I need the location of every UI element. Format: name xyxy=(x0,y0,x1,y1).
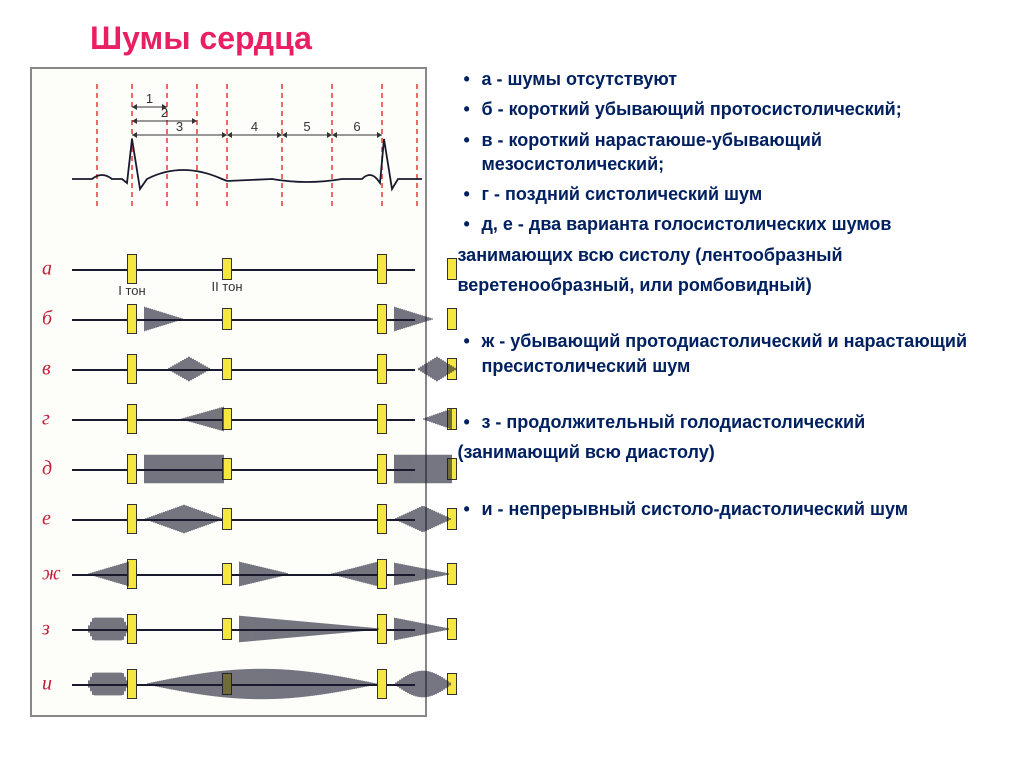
row-baseline xyxy=(72,419,415,421)
tone-marker xyxy=(222,308,232,330)
tone-marker xyxy=(127,404,137,434)
content-container: 123 4 5 6 а I тон II тон б в г д е ж з и а - шумы отсу… xyxy=(30,67,994,717)
tone-marker xyxy=(447,258,457,280)
murmur-shape xyxy=(394,617,452,641)
murmur-shape xyxy=(422,408,452,430)
row-label: е xyxy=(42,508,51,531)
legend-item: веретенообразный, или ромбовидный) xyxy=(457,273,994,297)
murmur-row: и xyxy=(32,659,415,709)
legend-list: а - шумы отсутствуют б - короткий убывающ… xyxy=(457,67,994,521)
svg-text:2: 2 xyxy=(161,105,168,120)
murmur-shape xyxy=(394,670,452,698)
murmur-shape xyxy=(417,356,457,382)
murmur-diagram: 123 4 5 6 а I тон II тон б в г д е ж з и xyxy=(30,67,427,717)
tone-marker xyxy=(127,504,137,534)
murmur-shape xyxy=(167,356,211,382)
murmur-shape xyxy=(87,672,129,696)
row-label: и xyxy=(42,673,52,696)
row-label: г xyxy=(42,408,50,431)
legend-item: ж - убывающий протодиастолический и нара… xyxy=(457,329,994,378)
murmur-shape xyxy=(239,561,291,587)
svg-text:6: 6 xyxy=(353,119,360,134)
tone-marker xyxy=(377,559,387,589)
tone-label: II тон xyxy=(211,279,242,294)
murmur-row: д xyxy=(32,444,415,494)
tone-marker xyxy=(377,304,387,334)
murmur-shape xyxy=(394,562,452,586)
row-baseline xyxy=(72,269,415,271)
legend-item: (занимающий всю диастолу) xyxy=(457,440,994,464)
tone-marker xyxy=(377,454,387,484)
legend-panel: а - шумы отсутствуют б - короткий убывающ… xyxy=(457,67,994,717)
murmur-shape xyxy=(330,561,378,587)
legend-item: г - поздний систолический шум xyxy=(457,182,994,206)
legend-item: з - продолжительный голодиастолический xyxy=(457,410,994,434)
page-title: Шумы сердца xyxy=(90,20,994,57)
murmur-row: е xyxy=(32,494,415,544)
svg-text:5: 5 xyxy=(303,119,310,134)
tone-marker: II тон xyxy=(222,258,232,280)
svg-text:3: 3 xyxy=(176,119,183,134)
murmur-shape xyxy=(394,306,434,332)
tone-marker xyxy=(377,404,387,434)
legend-item: в - короткий нарастаюше-убывающий мезоси… xyxy=(457,128,994,177)
tone-marker xyxy=(447,308,457,330)
legend-spacer xyxy=(457,303,994,323)
tone-marker xyxy=(127,354,137,384)
row-label: а xyxy=(42,258,52,281)
murmur-row: в xyxy=(32,344,415,394)
legend-item: б - короткий убывающий протосистолически… xyxy=(457,97,994,121)
tone-marker xyxy=(377,254,387,284)
row-label: д xyxy=(42,458,52,481)
row-label: б xyxy=(42,308,52,331)
row-label: в xyxy=(42,358,51,381)
tone-marker xyxy=(377,504,387,534)
murmur-row: а I тон II тон xyxy=(32,244,415,294)
legend-item: и - непрерывный систоло-диастолический ш… xyxy=(457,497,994,521)
row-label: ж xyxy=(42,563,61,586)
murmur-row: г xyxy=(32,394,415,444)
legend-spacer xyxy=(457,384,994,404)
tone-marker xyxy=(127,304,137,334)
murmur-shape xyxy=(87,617,129,641)
murmur-shape xyxy=(180,406,224,432)
row-label: з xyxy=(42,618,50,641)
murmur-shape xyxy=(87,561,129,587)
legend-spacer xyxy=(457,471,994,491)
tone-marker xyxy=(222,618,232,640)
row-baseline xyxy=(72,319,415,321)
murmur-row: з xyxy=(32,604,415,654)
legend-item: д, е - два варианта голосистолических шу… xyxy=(457,212,994,236)
ecg-region: 123 4 5 6 xyxy=(72,79,415,209)
row-baseline xyxy=(72,469,415,471)
murmur-row: б xyxy=(32,294,415,344)
murmur-shape xyxy=(144,668,379,700)
murmur-shape xyxy=(144,306,184,332)
tone-marker xyxy=(222,563,232,585)
tone-marker xyxy=(377,354,387,384)
tone-marker xyxy=(127,454,137,484)
murmur-shape xyxy=(394,454,452,484)
murmur-shape xyxy=(239,615,379,643)
legend-item: занимающих всю систолу (лентообразный xyxy=(457,243,994,267)
murmur-shape xyxy=(144,504,224,534)
murmur-shape xyxy=(144,454,224,484)
row-baseline xyxy=(72,369,415,371)
tone-marker xyxy=(222,358,232,380)
murmur-shape xyxy=(394,505,452,533)
svg-text:1: 1 xyxy=(146,91,153,106)
murmur-row: ж xyxy=(32,549,415,599)
svg-text:4: 4 xyxy=(251,119,258,134)
tone-marker: I тон xyxy=(127,254,137,284)
row-baseline xyxy=(72,519,415,521)
legend-item: а - шумы отсутствуют xyxy=(457,67,994,91)
